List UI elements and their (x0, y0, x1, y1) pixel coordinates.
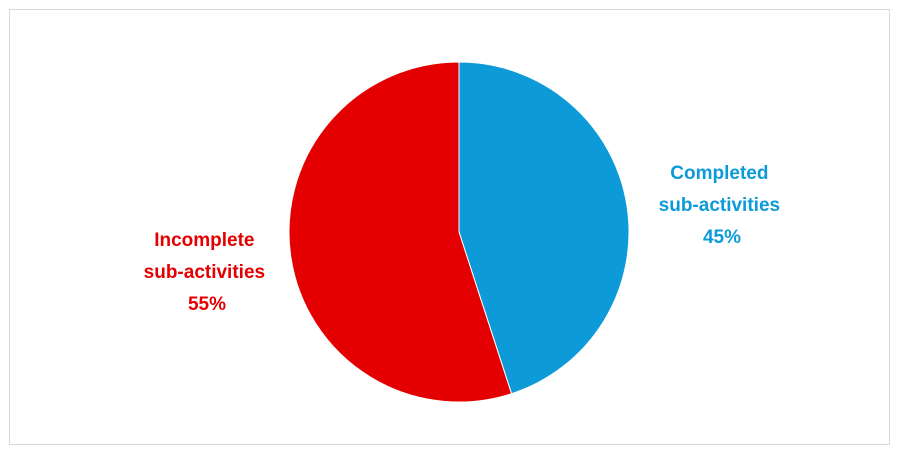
label-completed-line1: Completed (670, 163, 768, 184)
pie-slice-incomplete-sub-activities (288, 61, 513, 403)
label-completed-line2: sub-activities (659, 195, 780, 216)
label-incomplete-value: 55% (188, 294, 226, 315)
label-incomplete-line2: sub-activities (144, 262, 265, 283)
pie-slices (288, 61, 630, 403)
label-completed: Completed sub-activities 45% (659, 163, 786, 248)
label-completed-value: 45% (703, 227, 741, 248)
pie-slice-completed-sub-activities (458, 61, 630, 395)
label-incomplete-line1: Incomplete (154, 230, 254, 251)
label-incomplete: Incomplete sub-activities 55% (144, 230, 271, 315)
